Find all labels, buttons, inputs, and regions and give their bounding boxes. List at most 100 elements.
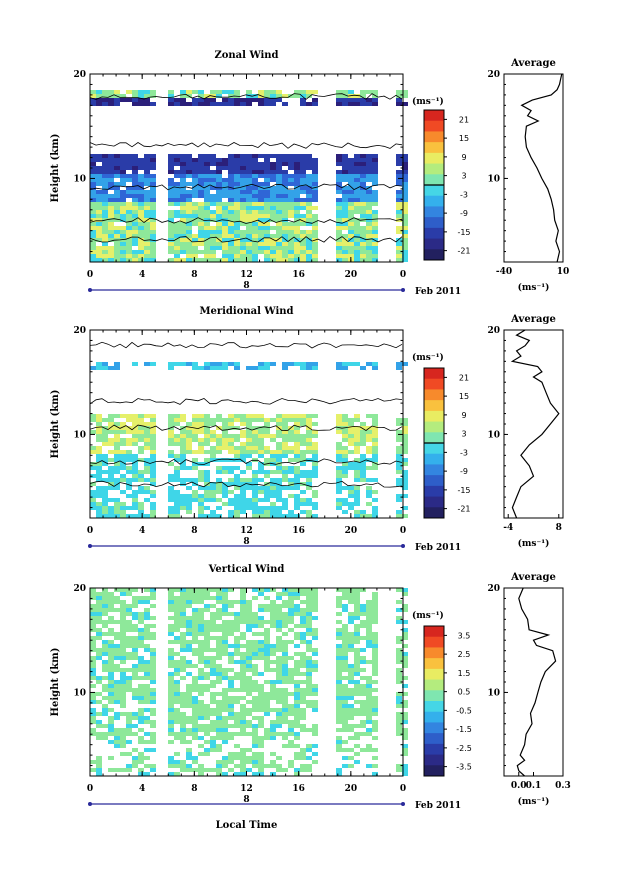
heatmap-cell: [342, 692, 348, 696]
heatmap-cell: [102, 182, 108, 186]
heatmap-cell: [282, 664, 288, 668]
heatmap-cell: [216, 222, 222, 226]
heatmap-cell: [180, 246, 186, 250]
heatmap-cell: [372, 712, 378, 716]
heatmap-cell: [270, 458, 276, 462]
heatmap-cell: [114, 258, 120, 262]
heatmap-cell: [252, 502, 258, 506]
heatmap-cell: [132, 178, 138, 182]
heatmap-cell: [234, 102, 240, 106]
heatmap-cell: [264, 194, 270, 198]
heatmap-cell: [168, 230, 174, 234]
heatmap-cell: [204, 716, 210, 720]
heatmap-cell: [204, 194, 210, 198]
heatmap-cell: [90, 636, 96, 640]
heatmap-cell: [210, 430, 216, 434]
heatmap-cell: [264, 604, 270, 608]
heatmap-cell: [216, 194, 222, 198]
heatmap-cell: [180, 736, 186, 740]
colorbar-segment: [424, 131, 444, 143]
heatmap-cell: [192, 194, 198, 198]
heatmap-cell: [240, 250, 246, 254]
heatmap-cell: [252, 760, 258, 764]
heatmap-cell: [90, 656, 96, 660]
heatmap-cell: [348, 764, 354, 768]
heatmap-cell: [282, 720, 288, 724]
heatmap-cell: [96, 604, 102, 608]
colorbar-segment: [424, 378, 444, 390]
heatmap-cell: [336, 600, 342, 604]
heatmap-cell: [246, 366, 252, 370]
heatmap-cell: [144, 700, 150, 704]
heatmap-cell: [204, 98, 210, 102]
heatmap-cell: [90, 186, 96, 190]
heatmap-cell: [234, 258, 240, 262]
heatmap-cell: [264, 198, 270, 202]
heatmap-cell: [366, 494, 372, 498]
heatmap-cell: [96, 486, 102, 490]
heatmap-cell: [192, 494, 198, 498]
heatmap-cell: [360, 234, 366, 238]
heatmap-cell: [108, 640, 114, 644]
heatmap-cell: [228, 162, 234, 166]
heatmap-cell: [102, 174, 108, 178]
heatmap-cell: [204, 414, 210, 418]
heatmap-cell: [402, 676, 408, 680]
heatmap-cell: [102, 596, 108, 600]
heatmap-cell: [222, 166, 228, 170]
heatmap-cell: [276, 482, 282, 486]
heatmap-cell: [288, 600, 294, 604]
heatmap-cell: [402, 712, 408, 716]
colorbar-segment: [424, 142, 444, 154]
heatmap-cell: [210, 170, 216, 174]
heatmap-cell: [348, 430, 354, 434]
heatmap-cell: [252, 752, 258, 756]
heatmap-cell: [240, 620, 246, 624]
heatmap-cell: [120, 652, 126, 656]
heatmap-cell: [342, 206, 348, 210]
heatmap-cell: [132, 648, 138, 652]
heatmap-cell: [216, 736, 222, 740]
heatmap-cell: [186, 498, 192, 502]
heatmap-cell: [348, 620, 354, 624]
heatmap-cell: [258, 604, 264, 608]
heatmap-cell: [246, 170, 252, 174]
heatmap-cell: [204, 494, 210, 498]
heatmap-cell: [360, 254, 366, 258]
heatmap-cell: [282, 238, 288, 242]
heatmap-cell: [300, 490, 306, 494]
heatmap-cell: [144, 458, 150, 462]
heatmap-cell: [306, 238, 312, 242]
heatmap-cell: [342, 238, 348, 242]
heatmap-cell: [252, 414, 258, 418]
heatmap-cell: [102, 154, 108, 158]
heatmap-cell: [198, 514, 204, 518]
heatmap-cell: [360, 454, 366, 458]
heatmap-cell: [204, 450, 210, 454]
heatmap-cell: [186, 434, 192, 438]
heatmap-cell: [168, 194, 174, 198]
heatmap-cell: [102, 418, 108, 422]
heatmap-cell: [360, 624, 366, 628]
heatmap-cell: [120, 510, 126, 514]
heatmap-cell: [216, 498, 222, 502]
heatmap-cell: [210, 226, 216, 230]
heatmap-cell: [126, 656, 132, 660]
heatmap-cell: [180, 434, 186, 438]
heatmap-cell: [240, 772, 246, 776]
heatmap-cell: [144, 174, 150, 178]
heatmap-cell: [306, 756, 312, 760]
heatmap-cell: [270, 202, 276, 206]
heatmap-cell: [222, 362, 228, 366]
heatmap-cell: [252, 438, 258, 442]
heatmap-cell: [126, 470, 132, 474]
heatmap-cell: [270, 246, 276, 250]
heatmap-cell: [108, 608, 114, 612]
heatmap-cell: [192, 254, 198, 258]
heatmap-cell: [270, 760, 276, 764]
heatmap-cell: [168, 724, 174, 728]
colorbar-segment: [424, 765, 444, 777]
heatmap-cell: [264, 728, 270, 732]
heatmap-cell: [132, 198, 138, 202]
heatmap-cell: [222, 608, 228, 612]
